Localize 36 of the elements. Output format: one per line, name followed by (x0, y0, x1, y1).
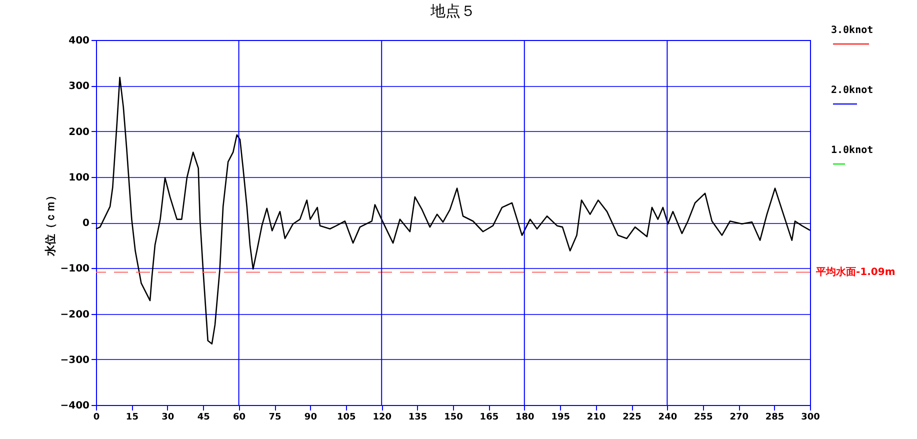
y-tick-label: 100 (68, 172, 90, 184)
x-tick-label: 75 (268, 412, 282, 422)
y-axis-title: 水位（ｃｍ） (44, 190, 58, 257)
y-tick-label: −400 (60, 400, 90, 412)
y-tick-label: 0 (82, 218, 90, 229)
ref-line-label: 平均水面-1.09m (815, 266, 896, 278)
x-tick-label: 90 (304, 412, 317, 422)
y-tick-label: 400 (68, 36, 90, 46)
x-tick-label: 135 (408, 412, 428, 422)
chart-title: 地点５ (430, 2, 476, 20)
x-tick-label: 60 (233, 412, 246, 422)
x-tick-label: 120 (372, 412, 392, 422)
text: 3.0knot (831, 25, 874, 36)
x-tick-label: 285 (765, 412, 784, 422)
x-tick-label: 15 (126, 412, 138, 422)
text: 1.0knot (831, 145, 874, 156)
x-tick-label: 45 (197, 412, 210, 422)
x-tick-label: 225 (622, 412, 642, 422)
x-tick-label: 195 (551, 412, 570, 422)
y-tick-label: 200 (68, 126, 90, 138)
x-tick-label: 180 (516, 412, 534, 422)
text: 2.0knot (831, 85, 874, 96)
y-tick-label: −300 (60, 354, 90, 366)
y-tick-label: −100 (60, 264, 90, 275)
x-tick-label: 270 (730, 412, 748, 422)
y-tick-label: 300 (68, 81, 90, 92)
x-tick-label: 240 (658, 412, 678, 422)
x-tick-label: 105 (337, 412, 356, 422)
x-tick-label: 165 (480, 412, 499, 422)
x-tick-label: 210 (586, 412, 606, 422)
x-tick-label: 255 (694, 412, 713, 422)
x-tick-label: 150 (444, 412, 463, 422)
x-tick-label: 300 (801, 412, 820, 422)
y-tick-label: −200 (60, 309, 90, 320)
x-tick-label: 30 (162, 412, 174, 422)
x-tick-label: 0 (93, 412, 100, 422)
